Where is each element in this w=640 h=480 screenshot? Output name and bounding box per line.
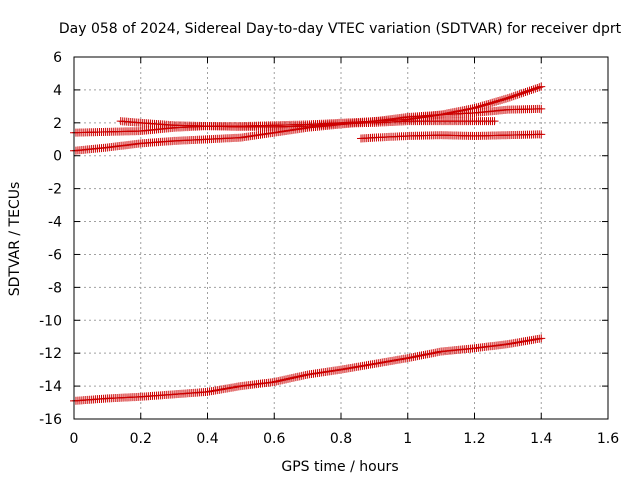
y-tick-label: 6 [53, 50, 62, 66]
x-tick-label: 0.6 [263, 431, 285, 447]
data-point [535, 83, 544, 92]
y-tick-label: 0 [53, 149, 62, 165]
x-tick-label: 0 [70, 431, 79, 447]
y-tick-label: -8 [48, 280, 62, 296]
data-point [515, 90, 524, 99]
y-tick-label: -16 [39, 412, 62, 428]
data-point [537, 82, 546, 91]
tick-labels: 0 0.2 0.4 0.6 0.8 1 1.2 1.4 1.6 -16 -14 -12 -10 -8 -6 -… [39, 50, 619, 447]
data-point [537, 130, 546, 139]
series-track-d [357, 130, 546, 143]
y-tick-label: 4 [53, 83, 62, 99]
y-tick-label: -10 [39, 313, 62, 329]
data-point [525, 86, 534, 95]
plot-frame [73, 56, 609, 420]
y-tick-label: -6 [48, 247, 62, 263]
data-point [503, 94, 512, 103]
data-point [537, 334, 546, 343]
data-point [507, 92, 516, 101]
x-tick-label: 1.4 [530, 431, 552, 447]
x-tick-label: 0.4 [196, 431, 218, 447]
data-point [513, 90, 522, 99]
x-tick-label: 1 [403, 431, 412, 447]
x-tick-label: 0.8 [330, 431, 352, 447]
data-point [511, 91, 520, 100]
data-point [496, 96, 505, 105]
x-tick-label: 0.2 [130, 431, 152, 447]
data-markers [70, 82, 546, 405]
series-track-c [116, 117, 499, 131]
x-tick-label: 1.6 [597, 431, 619, 447]
data-point [517, 89, 526, 98]
data-point [488, 98, 497, 107]
y-tick-label: -2 [48, 182, 62, 198]
data-point [492, 97, 501, 106]
data-point [486, 99, 495, 108]
series-track-e [70, 334, 546, 405]
y-tick-label: -4 [48, 215, 62, 231]
data-point [490, 98, 499, 107]
data-point [484, 99, 493, 108]
data-point [480, 101, 489, 110]
x-tick-label: 1.2 [463, 431, 485, 447]
y-tick-label: -14 [39, 379, 62, 395]
data-point [499, 95, 508, 104]
chart-title: Day 058 of 2024, Sidereal Day-to-day VTE… [59, 21, 622, 37]
data-point [501, 94, 510, 103]
data-point [533, 83, 542, 92]
data-point [505, 93, 514, 102]
data-point [529, 85, 538, 94]
y-axis-label: SDTVAR / TECUs [7, 182, 23, 297]
x-axis-label: GPS time / hours [281, 459, 398, 475]
data-point [494, 97, 503, 106]
data-point [531, 84, 540, 93]
data-point [490, 117, 499, 126]
data-point [509, 92, 518, 101]
data-point [519, 88, 528, 97]
data-point [523, 87, 532, 96]
y-tick-label: -12 [39, 346, 62, 362]
data-point [482, 100, 491, 109]
y-tick-label: 2 [53, 116, 62, 132]
data-point [527, 86, 536, 95]
data-point [521, 88, 530, 97]
data-point [497, 95, 506, 104]
series-track-a [70, 82, 546, 155]
data-point [537, 104, 546, 113]
